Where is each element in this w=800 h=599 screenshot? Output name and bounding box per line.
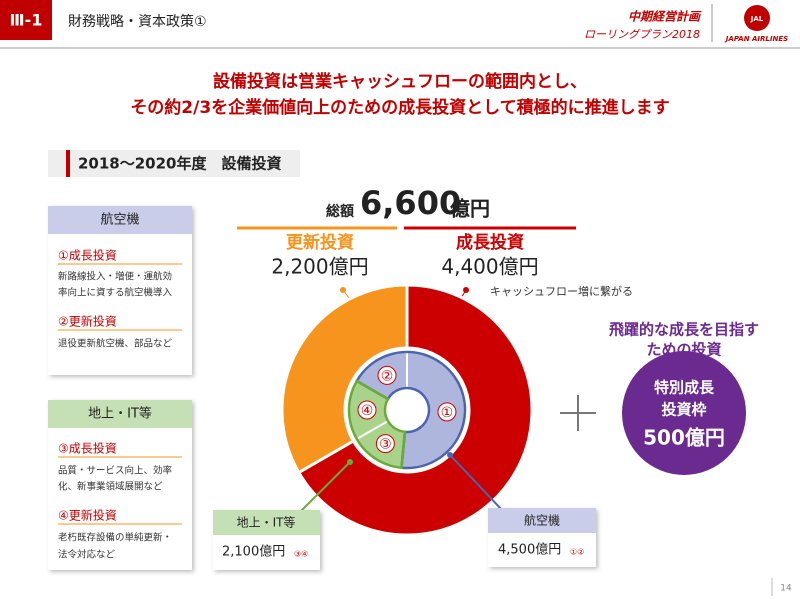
panel-body [48,400,192,570]
headline: その約2/3を企業価値向上のための成長投資として積極的に推進します [130,97,669,118]
callout-value: 4,500億円 [498,542,561,558]
callout-line [449,454,503,511]
category-label: 成長投資 [456,232,524,253]
callout-dot [347,459,353,465]
item-heading: ③成長投資 [58,441,117,456]
callout-line [299,461,351,513]
panel-header [48,206,192,234]
panel-body [48,206,192,375]
item-heading: ②更新投資 [58,314,117,329]
special-text: 特別成長 [654,379,715,397]
plan-title: 中期経営計画 [628,10,702,24]
value-label: 4,400億円 [441,255,538,279]
note: キャッシュフロー増に繋がる [490,284,633,298]
logo-text: JAPAN AIRLINES [724,35,788,43]
section-mark [66,150,70,177]
item-text: 新路線投入・増便・運航効 [58,271,172,283]
segment-label: ① [441,405,454,421]
logo-mark-text: JAL [750,15,764,23]
value-label: 2,200億円 [271,255,368,279]
headline: 設備投資は営業キャッシュフローの範囲内とし、 [213,71,587,92]
panel-title: 地上・IT等 [88,406,152,422]
special-note: 飛躍的な成長を目指す [608,321,759,339]
panel-header [48,400,192,428]
callout-title: 地上・IT等 [237,516,296,530]
segment-badge [377,365,397,385]
callout-ref: ①② [570,548,584,557]
item-heading: ④更新投資 [58,508,117,523]
special-circle [622,351,746,475]
panel: 航空機 ①成長投資 新路線投入・増便・運航効 率向上に資する航空機導入 ②更新投… [48,206,192,375]
slide-title: 財務戦略・資本政策① [68,13,207,30]
inner-group [347,379,407,470]
item-text: 法令対応など [58,549,116,561]
total-unit: 億円 [450,197,490,221]
inner-group [355,350,467,470]
segment-label: ② [381,368,394,384]
item-text: 老朽既存設備の単純更新・ [58,532,172,544]
segment-label: ④ [361,403,374,419]
page-number: 14 [780,584,792,594]
segment-badge [375,434,395,454]
callout-dot [447,452,453,458]
category-label: 更新投資 [286,232,354,253]
callout-header [213,510,320,535]
total-value: 6,600 [360,184,461,222]
plan-subtitle: ローリングプラン2018 [584,28,700,41]
section-title: 2018～2020年度 設備投資 [78,155,282,173]
callout-ref: ③④ [294,550,308,559]
section-badge [0,0,52,40]
callout-header [488,508,596,533]
item-text: 退役更新航空機、部品など [58,338,173,350]
special-value: 500億円 [643,426,725,450]
callout-title: 航空機 [524,513,560,528]
item-text: 品質・サービス向上、効率 [58,465,173,477]
segment-label: ③ [379,437,392,453]
callout-value: 2,100億円 [222,544,285,560]
section-bar [48,150,300,177]
panel-title: 航空機 [100,212,139,228]
item-text: 化、新事業領域展開など [58,481,163,493]
item-text: 率向上に資する航空機導入 [58,287,173,299]
panel: 地上・IT等 ③成長投資 品質・サービス向上、効率 化、新事業領域展開など ④更… [48,400,192,570]
segment-badge [357,400,377,420]
callout: 地上・IT等 2,100億円 ③④ [213,510,320,570]
total-prefix: 総額 [326,203,354,220]
item-heading: ①成長投資 [58,248,117,263]
special-text: 投資枠 [661,401,706,419]
callout: 航空機 4,500億円 ①② [488,508,596,567]
logo-mark [744,5,770,31]
donut: ② ① ③ ④ [280,283,534,537]
section-number: Ⅲ-1 [10,11,43,30]
segment-badge [437,402,457,422]
